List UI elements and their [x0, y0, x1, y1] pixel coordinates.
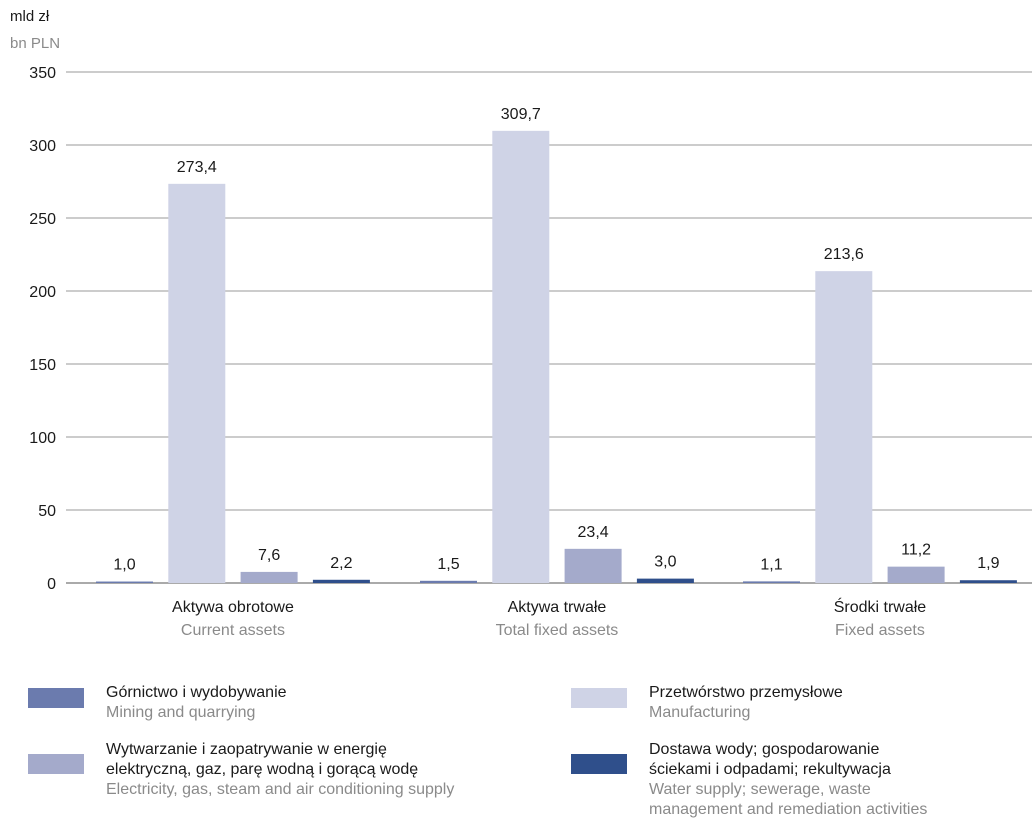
- y-tick-label: 150: [29, 357, 56, 374]
- legend-item-mining: Górnictwo i wydobywanie Mining and quarr…: [28, 683, 287, 723]
- data-label: 309,7: [501, 106, 541, 123]
- y-tick-label: 0: [47, 576, 56, 593]
- legend-label-water-en: Water supply; sewerage, waste management…: [649, 781, 928, 818]
- data-label: 7,6: [258, 547, 280, 564]
- y-tick-label: 250: [29, 211, 56, 228]
- legend-label-water-pl: Dostawa wody; gospodarowanie ściekami i …: [649, 741, 891, 778]
- bar: [743, 581, 800, 583]
- x-category-label: Aktywa trwałe: [508, 599, 607, 616]
- legend-label-mining-pl: Górnictwo i wydobywanie: [106, 684, 287, 701]
- data-label: 11,2: [901, 542, 931, 559]
- data-label: 213,6: [824, 246, 864, 263]
- x-category-label: Środki trwałe: [834, 597, 927, 616]
- y-tick-label: 300: [29, 138, 56, 155]
- data-label: 1,1: [760, 556, 782, 573]
- bar: [168, 183, 226, 583]
- legend-item-water: Dostawa wody; gospodarowanie ściekami i …: [571, 740, 927, 820]
- y-tick-label: 350: [29, 65, 56, 82]
- legend-label-mining-en: Mining and quarrying: [106, 704, 256, 721]
- bar: [564, 548, 622, 583]
- y-unit-label-pl: mld zł: [10, 8, 50, 25]
- legend-label-energy-en: Electricity, gas, steam and air conditio…: [106, 781, 455, 798]
- legend-swatch-manufacturing: [571, 688, 627, 708]
- bar: [815, 271, 873, 583]
- bar: [959, 580, 1017, 583]
- y-tick-label: 50: [38, 503, 56, 520]
- bar: [420, 580, 477, 583]
- legend-label-manufacturing-en: Manufacturing: [649, 704, 751, 721]
- bar: [492, 130, 550, 583]
- x-category-label-en: Total fixed assets: [496, 622, 619, 639]
- x-category-label: Aktywa obrotowe: [172, 599, 294, 616]
- bar: [887, 566, 945, 583]
- data-label: 2,2: [330, 555, 352, 572]
- data-label: 273,4: [177, 159, 217, 176]
- bar-chart: 0 50 100 150 200 250 300 350 1,0 273,4 7,6 2,2 Aktyw…: [29, 65, 1032, 639]
- data-label: 3,0: [654, 554, 676, 571]
- bar: [312, 579, 370, 583]
- legend-swatch-energy: [28, 754, 84, 774]
- legend-swatch-water: [571, 754, 627, 774]
- data-label: 1,0: [113, 557, 135, 574]
- y-tick-label: 100: [29, 430, 56, 447]
- data-label: 23,4: [578, 524, 609, 541]
- bar: [636, 578, 694, 583]
- y-tick-label: 200: [29, 284, 56, 301]
- legend-item-manufacturing: Przetwórstwo przemysłowe Manufacturing: [571, 683, 843, 723]
- legend-label-energy-pl: Wytwarzanie i zaopatrywanie w energię el…: [106, 741, 419, 778]
- legend-swatch-mining: [28, 688, 84, 708]
- data-label: 1,9: [977, 555, 999, 572]
- x-category-label-en: Current assets: [181, 622, 285, 639]
- bar: [240, 571, 298, 583]
- x-category-label-en: Fixed assets: [835, 622, 925, 639]
- legend-label-manufacturing-pl: Przetwórstwo przemysłowe: [649, 684, 843, 701]
- y-unit-label-en: bn PLN: [10, 35, 61, 52]
- legend-item-energy: Wytwarzanie i zaopatrywanie w energię el…: [28, 740, 454, 800]
- bar: [96, 581, 153, 583]
- data-label: 1,5: [437, 556, 459, 573]
